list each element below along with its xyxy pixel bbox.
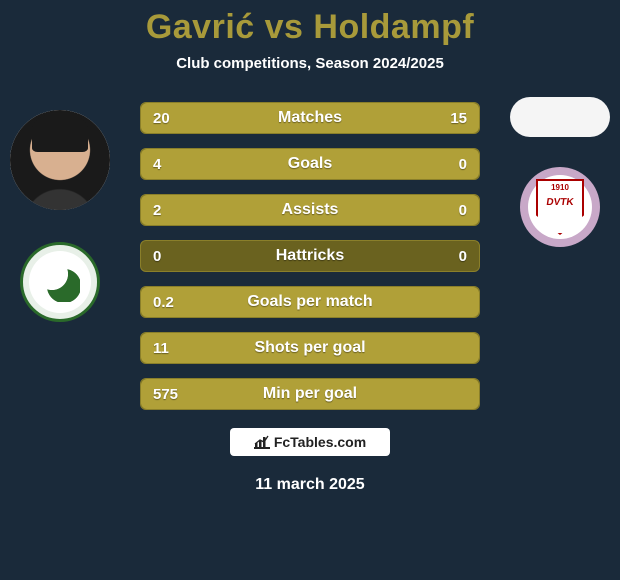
stat-value-right: 0 <box>447 241 479 271</box>
stat-row: 2Assists0 <box>140 194 480 226</box>
stat-row: 20Matches15 <box>140 102 480 134</box>
stat-value-right <box>455 379 479 409</box>
stat-row: 0Hattricks0 <box>140 240 480 272</box>
face-placeholder-icon <box>10 110 110 210</box>
stat-row: 4Goals0 <box>140 148 480 180</box>
brand-badge[interactable]: FcTables.com <box>230 428 390 456</box>
stat-label: Goals <box>141 149 479 179</box>
stat-row: 575Min per goal <box>140 378 480 410</box>
player-left-avatar <box>10 110 110 210</box>
stat-row: 0.2Goals per match <box>140 286 480 318</box>
stat-label: Goals per match <box>141 287 479 317</box>
stat-label: Shots per goal <box>141 333 479 363</box>
club-crest-left <box>20 242 100 322</box>
stat-value-right: 0 <box>447 149 479 179</box>
stat-value-right <box>455 333 479 363</box>
stat-label: Matches <box>141 103 479 133</box>
comparison-panel: 20Matches154Goals02Assists00Hattricks00.… <box>0 102 620 494</box>
stat-value-right: 15 <box>438 103 479 133</box>
brand-text: FcTables.com <box>274 434 366 450</box>
stats-bars: 20Matches154Goals02Assists00Hattricks00.… <box>140 102 480 410</box>
player-right-avatar <box>510 97 610 137</box>
date-text: 11 march 2025 <box>0 476 620 494</box>
subtitle: Club competitions, Season 2024/2025 <box>0 55 620 72</box>
page-title: Gavrić vs Holdampf <box>0 0 620 47</box>
stat-label: Assists <box>141 195 479 225</box>
stat-label: Hattricks <box>141 241 479 271</box>
crest-left-inner <box>29 251 91 313</box>
stat-row: 11Shots per goal <box>140 332 480 364</box>
dvtk-shield-icon <box>536 179 584 235</box>
club-crest-right <box>520 167 600 247</box>
stat-value-right <box>455 287 479 317</box>
crest-right-inner <box>528 175 592 239</box>
rooster-icon <box>40 262 80 302</box>
stat-label: Min per goal <box>141 379 479 409</box>
chart-icon <box>254 435 270 449</box>
stat-value-right: 0 <box>447 195 479 225</box>
